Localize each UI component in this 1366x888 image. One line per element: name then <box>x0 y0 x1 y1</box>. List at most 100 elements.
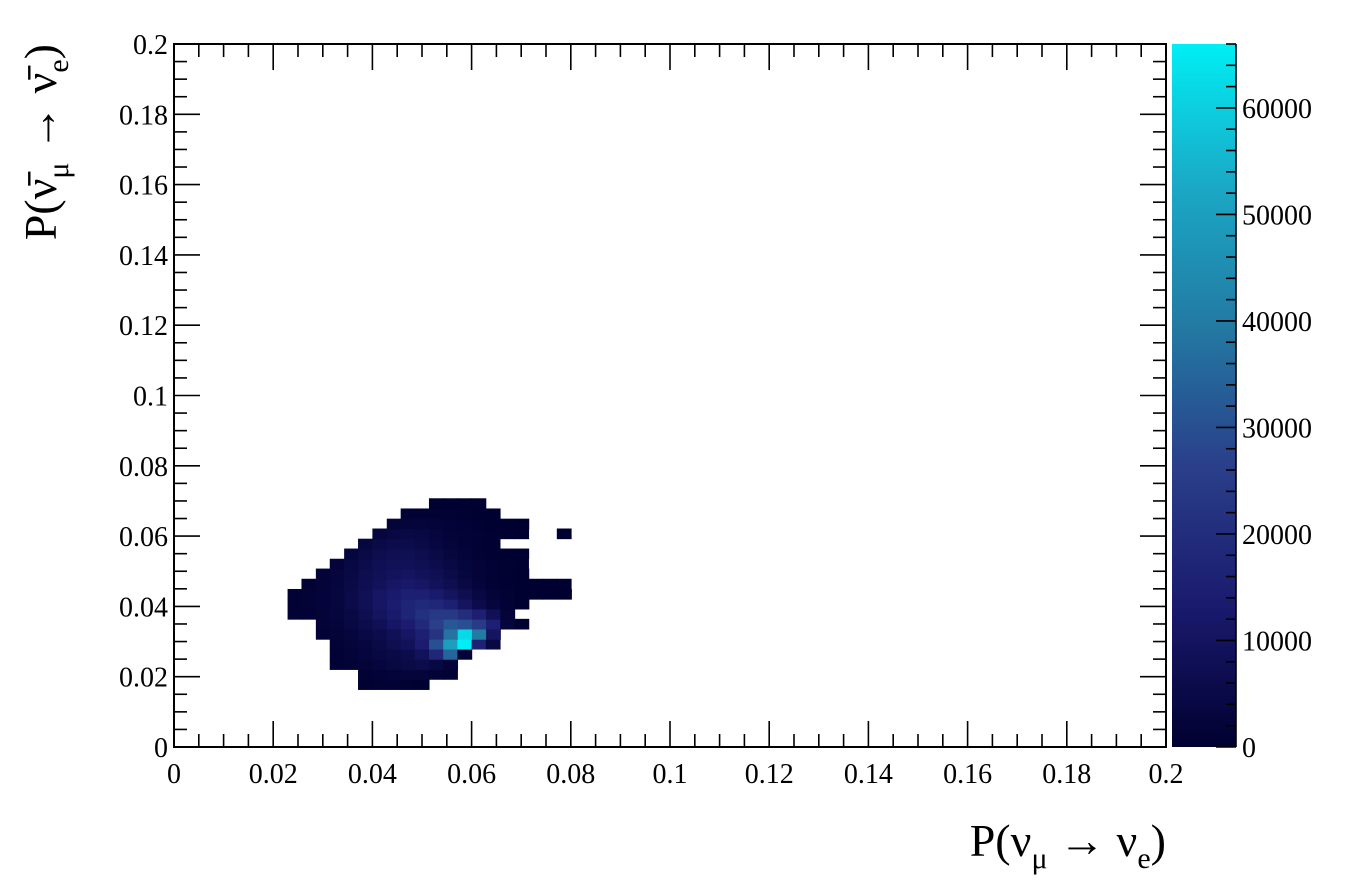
heatmap-cell <box>301 609 317 620</box>
heatmap-cell <box>329 638 345 650</box>
heatmap-cell <box>400 669 416 680</box>
heatmap-cell <box>443 568 459 580</box>
heatmap-cell <box>287 598 303 610</box>
heatmap-cell <box>472 609 487 620</box>
color-scale-label: 20000 <box>1242 520 1312 551</box>
heatmap-cell <box>429 508 444 520</box>
heatmap-cell <box>315 609 331 620</box>
heatmap-cell <box>428 498 444 509</box>
heatmap-cell <box>343 558 359 570</box>
heatmap-cell <box>400 679 416 690</box>
heatmap-cell <box>471 548 487 560</box>
heatmap-cell <box>329 578 345 590</box>
heatmap-cell <box>457 588 473 600</box>
y-tick-label: 0.12 <box>119 311 168 342</box>
x-tick-label: 0.14 <box>844 759 893 790</box>
heatmap-cell <box>330 609 345 620</box>
heatmap-cell <box>344 548 359 560</box>
heatmap-cell <box>400 568 416 580</box>
x-tick-label: 0.18 <box>1042 759 1091 790</box>
color-scale-label: 10000 <box>1242 626 1312 657</box>
heatmap-cell <box>500 598 516 610</box>
heatmap-cell <box>471 518 487 530</box>
heatmap-cell <box>372 618 388 630</box>
heatmap-cell <box>358 558 373 570</box>
heatmap-cell <box>528 588 544 600</box>
heatmap-cell <box>414 669 430 680</box>
heatmap-cell <box>485 578 501 590</box>
heatmap-cell <box>400 659 416 670</box>
heatmap-cell <box>457 629 473 640</box>
heatmap-cell <box>400 638 416 650</box>
heatmap-cell <box>358 618 374 630</box>
heatmap-cell <box>330 618 345 630</box>
heatmap-cell <box>472 588 487 600</box>
heatmap-cell <box>414 558 430 570</box>
heatmap-cell <box>414 659 430 670</box>
x-tick-label: 0.2 <box>1149 759 1184 790</box>
y-tick-label: 0.14 <box>119 241 168 272</box>
heatmap-cell <box>358 609 374 620</box>
heatmap-cell <box>500 518 516 530</box>
heatmap-cell <box>344 609 360 620</box>
heatmap-cell <box>372 538 387 550</box>
heatmap-cell <box>386 679 402 690</box>
heatmap-cell <box>429 528 444 540</box>
heatmap-cell <box>486 518 501 530</box>
heatmap-cell <box>429 588 445 600</box>
heatmap-cell <box>344 618 360 630</box>
heatmap-cell <box>414 508 430 520</box>
heatmap-cell <box>443 629 459 640</box>
heatmap-cell <box>429 638 444 650</box>
heatmap-cell <box>443 558 459 570</box>
color-scale-bar: 0 10000 20000 30000 40000 50000 60000 <box>1172 43 1312 764</box>
heatmap-cell <box>372 669 387 680</box>
heatmap-cell <box>386 609 402 620</box>
heatmap-cell <box>414 649 430 660</box>
heatmap-cell <box>372 548 388 560</box>
heatmap-cell <box>556 578 572 590</box>
heatmap-cell <box>457 598 473 610</box>
heatmap-cell <box>514 598 530 610</box>
heatmap-cell <box>386 618 402 630</box>
heatmap-cell <box>415 518 430 530</box>
heatmap-cell <box>485 508 501 520</box>
heatmap-cell <box>315 598 331 610</box>
heatmap-cell <box>429 548 445 560</box>
heatmap-cell <box>429 609 445 620</box>
heatmap-cell <box>315 588 331 600</box>
heatmap-cell <box>343 659 359 670</box>
y-tick-label: 0.04 <box>119 592 168 623</box>
heatmap-cell <box>386 598 402 610</box>
heatmap-cell <box>358 588 374 600</box>
heatmap-cell <box>301 588 317 600</box>
heatmap-cell <box>372 588 388 600</box>
heatmap-cell <box>457 578 473 590</box>
heatmap-cell <box>471 528 487 540</box>
x-tick-label: 0.08 <box>546 759 595 790</box>
heatmap-cell <box>414 528 430 540</box>
heatmap-cell <box>386 649 402 660</box>
heatmap-cell <box>358 659 373 670</box>
heatmap-cell <box>500 618 516 630</box>
heatmap-cell <box>386 638 402 650</box>
heatmap-cell <box>400 558 416 570</box>
heatmap-cell <box>386 528 402 540</box>
heatmap-cell <box>443 588 459 600</box>
heatmap-cell <box>414 578 430 590</box>
heatmap-cell <box>443 649 459 660</box>
color-scale-label: 30000 <box>1242 413 1312 444</box>
heatmap-cell <box>443 518 459 530</box>
heatmap-cell <box>485 538 501 550</box>
heatmap-cell <box>443 508 459 520</box>
heatmap-cell <box>400 538 416 550</box>
heatmap-cell <box>528 578 544 590</box>
heatmap-cell <box>457 518 473 530</box>
heatmap-cell <box>401 598 416 610</box>
heatmap-cell <box>514 588 530 600</box>
heatmap-cell <box>400 518 416 530</box>
heatmap-cell <box>372 558 388 570</box>
heatmap-cell <box>557 588 572 600</box>
heatmap-cell <box>471 629 487 640</box>
color-scale-label: 50000 <box>1242 200 1312 231</box>
